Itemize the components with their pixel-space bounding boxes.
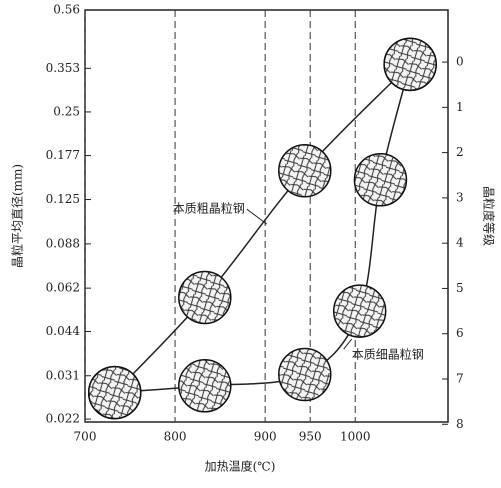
grain-micrograph [383, 37, 437, 92]
y-tick-label: 0.25 [53, 104, 80, 118]
grain-micrograph [87, 365, 142, 420]
y-axis-title: 晶粒平均直径(mm) [10, 164, 25, 268]
y-tick-label: 0.125 [46, 192, 80, 206]
y2-tick-label: 3 [456, 190, 464, 204]
series-label: 本质粗晶粒钢 [173, 201, 245, 216]
grain-micrograph [178, 270, 232, 325]
y2-tick-label: 6 [456, 326, 464, 340]
y2-tick-label: 8 [456, 417, 464, 431]
y-tick-label: 0.044 [46, 324, 81, 338]
x-tick-label: 1000 [340, 430, 371, 444]
x-axis-title: 加热温度(℃) [205, 459, 276, 474]
y2-tick-label: 4 [456, 236, 464, 250]
series-label: 本质细晶粒钢 [352, 347, 424, 362]
grain-micrograph [353, 153, 408, 207]
y-tick-label: 0.088 [46, 236, 80, 250]
grain-micrograph [178, 359, 232, 413]
y2-tick-label: 1 [456, 100, 464, 114]
x-tick-label: 700 [74, 430, 97, 444]
x-tick-label: 900 [254, 430, 277, 444]
x-tick-label: 950 [299, 430, 322, 444]
y-tick-label: 0.177 [46, 148, 80, 162]
y-tick-label: 0.353 [46, 61, 80, 75]
y2-tick-label: 0 [456, 55, 464, 69]
y2-tick-label: 5 [456, 281, 464, 295]
y2-axis-title: 晶粒度等级 [482, 186, 497, 246]
y2-tick-label: 2 [456, 145, 464, 159]
x-tick-label: 800 [164, 430, 187, 444]
leader-line [343, 338, 353, 350]
grain-micrograph [278, 347, 332, 402]
grain-micrograph [332, 284, 387, 338]
y-tick-label: 0.56 [53, 3, 80, 17]
series-line [114, 63, 411, 394]
plot-frame [84, 9, 449, 423]
series-line [114, 64, 411, 394]
y-tick-label: 0.022 [46, 412, 80, 426]
y2-tick-label: 7 [456, 371, 464, 385]
y-tick-label: 0.062 [46, 281, 80, 295]
grain-micrograph [278, 143, 332, 198]
y-tick-label: 0.031 [46, 368, 80, 382]
leader-line [246, 208, 268, 225]
